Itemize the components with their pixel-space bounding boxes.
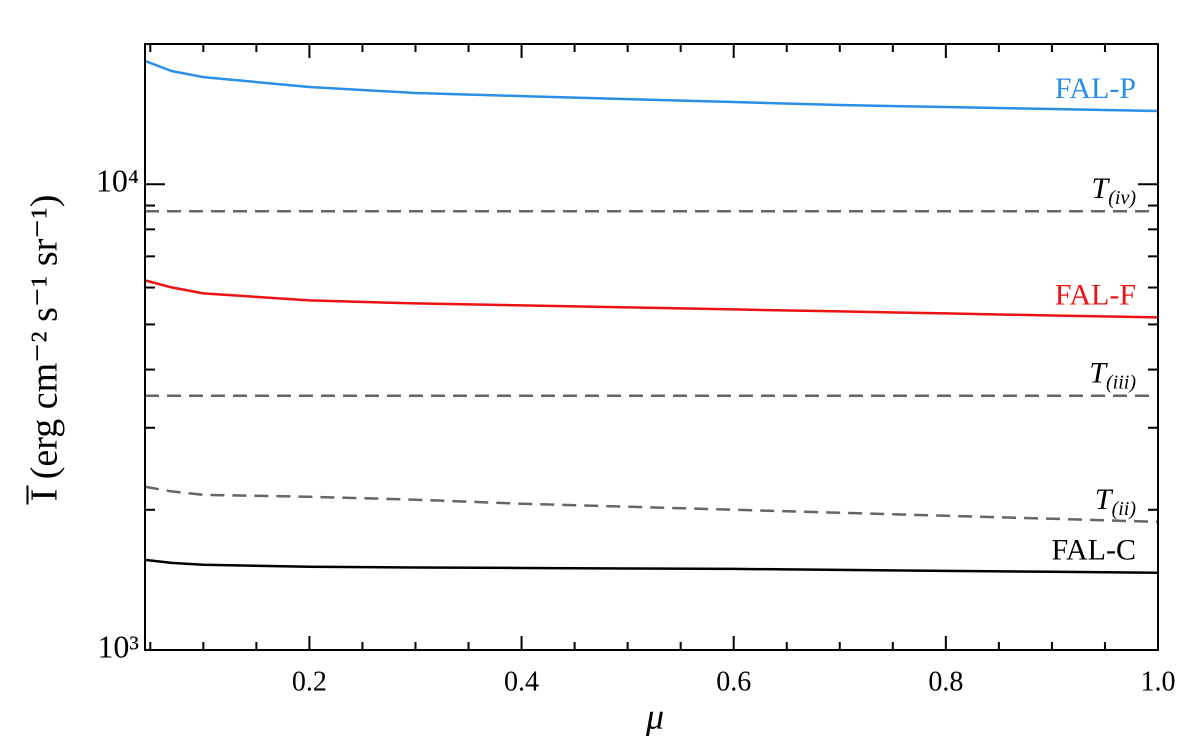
y-tick-label: 10⁴ [96,163,139,199]
series-line [144,59,1159,113]
series-label: FAL-F [1055,278,1136,311]
x-tick-label: 1.0 [1141,666,1176,697]
series-line [144,558,1159,575]
x-tick-label: 0.2 [292,666,327,697]
series-label: T(iii) [1089,357,1136,394]
series-label: T(ii) [1095,483,1136,520]
x-tick-label: 0.8 [928,666,963,697]
series-label: T(iv) [1092,172,1137,209]
plot-frame [144,43,1159,651]
series-label: FAL-P [1055,72,1136,105]
x-tick-label: 0.4 [504,666,539,697]
y-tick-label: 10³ [97,628,139,664]
x-tick-label: 0.6 [716,666,751,697]
series-line [144,485,1159,524]
series-line [144,279,1159,319]
y-axis-label: I̅ (erg cm⁻² s⁻¹ sr⁻¹) [24,195,66,505]
series-label: FAL-C [1052,534,1136,567]
x-axis-label: μ [645,696,664,736]
